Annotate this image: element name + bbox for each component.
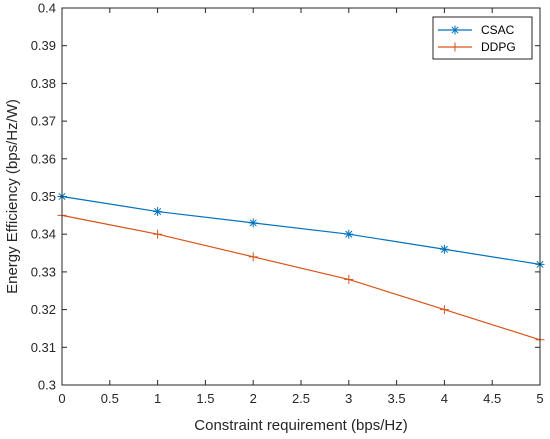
- legend-item-ddpg: DDPG: [438, 40, 516, 54]
- y-axis-label: Energy Efficiency (bps/Hz/W): [4, 99, 21, 294]
- x-tick-label: 1.5: [196, 391, 214, 406]
- y-tick-label: 0.36: [31, 151, 56, 166]
- legend-marker-csac: [450, 25, 460, 35]
- x-tick-label: 2: [250, 391, 257, 406]
- data-point-csac: [344, 229, 354, 239]
- x-tick-label: 4.5: [483, 391, 501, 406]
- y-tick-label: 0.37: [31, 114, 56, 129]
- legend-label-csac: CSAC: [481, 23, 515, 37]
- series-line-csac: [61, 195, 541, 265]
- data-point-ddpg: [248, 252, 258, 262]
- legend-items: CSAC DDPG: [438, 23, 516, 54]
- plot-area: [62, 8, 540, 385]
- plot-frame: [61, 7, 541, 386]
- data-point-ddpg: [344, 274, 354, 284]
- data-point-csac: [153, 207, 163, 217]
- x-tick-label: 3.5: [388, 391, 406, 406]
- data-point-csac: [248, 218, 258, 228]
- legend-box: [432, 16, 533, 60]
- legend-label-ddpg: DDPG: [481, 40, 516, 54]
- y-tick-label: 0.33: [31, 264, 56, 279]
- y-tick-label: 0.31: [31, 340, 56, 355]
- data-point-csac: [439, 244, 449, 254]
- marker-stroke: [249, 219, 257, 227]
- x-tick-label: 2.5: [292, 391, 310, 406]
- data-point-ddpg: [153, 229, 163, 239]
- data-point-ddpg: [439, 305, 449, 315]
- y-tick-label: 0.39: [31, 38, 56, 53]
- legend-item-csac: CSAC: [438, 23, 515, 37]
- y-tick-label: 0.32: [31, 302, 56, 317]
- y-tick-label: 0.4: [38, 1, 56, 16]
- y-tick-label: 0.38: [31, 76, 56, 91]
- marker-stroke: [345, 230, 353, 238]
- x-axis-label: Constraint requirement (bps/Hz): [194, 417, 407, 434]
- marker-stroke: [440, 245, 448, 253]
- x-tick-label: 3: [345, 391, 352, 406]
- x-tick-label: 0.5: [101, 391, 119, 406]
- x-tick-label: 1: [154, 391, 161, 406]
- marker-stroke: [451, 26, 459, 34]
- y-tick-label: 0.3: [38, 378, 56, 393]
- legend-marker-ddpg: [450, 42, 460, 52]
- marker-stroke: [154, 208, 162, 216]
- series-line-ddpg: [61, 214, 541, 341]
- y-tick-label: 0.35: [31, 189, 56, 204]
- y-tick-label: 0.34: [31, 227, 56, 242]
- x-tick-label: 0: [58, 391, 65, 406]
- x-tick-label: 4: [441, 391, 448, 406]
- ticks-layer: 0 0.5 1 1.5 2 2.5 3 3.5 4 4.5 5 0.3 0.31 0.32 0.33 0.34…: [31, 1, 544, 407]
- legend: CSAC DDPG: [432, 16, 533, 60]
- x-tick-label: 5: [536, 391, 543, 406]
